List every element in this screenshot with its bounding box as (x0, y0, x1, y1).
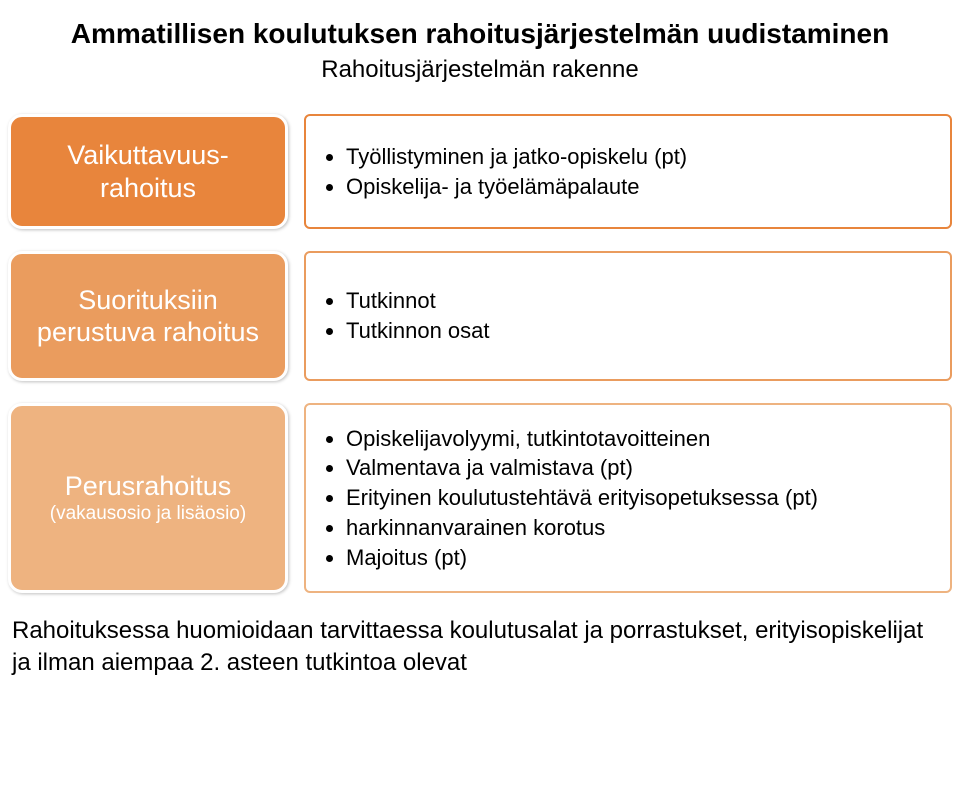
list-item: Valmentava ja valmistava (pt) (346, 453, 818, 483)
right-box-list: TutkinnotTutkinnon osat (336, 286, 490, 345)
page-subtitle: Rahoitusjärjestelmän rakenne (8, 56, 952, 84)
list-item: harkinnanvarainen korotus (346, 513, 818, 543)
page-title: Ammatillisen koulutuksen rahoitusjärjest… (8, 18, 952, 50)
footer-text: Rahoituksessa huomioidaan tarvittaessa k… (8, 615, 952, 680)
list-item: Opiskelija- ja työelämäpalaute (346, 172, 687, 202)
rows-container: Vaikuttavuus-rahoitus Työllistyminen ja j… (8, 114, 952, 593)
left-box: Suorituksiin perustuva rahoitus (8, 251, 288, 381)
left-box-label: Vaikuttavuus-rahoitus (67, 139, 229, 204)
right-box: Opiskelijavolyymi, tutkintotavoitteinenV… (304, 403, 952, 593)
diagram-row: Suorituksiin perustuva rahoitus Tutkinnot… (8, 251, 952, 381)
list-item: Tutkinnot (346, 286, 490, 316)
list-item: Majoitus (pt) (346, 543, 818, 573)
right-box-list: Työllistyminen ja jatko-opiskelu (pt)Opi… (336, 142, 687, 201)
left-box-sublabel: (vakausosio ja lisäosio) (50, 503, 246, 526)
left-box: Vaikuttavuus-rahoitus (8, 114, 288, 229)
diagram-row: Vaikuttavuus-rahoitus Työllistyminen ja j… (8, 114, 952, 229)
left-box-label: Perusrahoitus (65, 470, 232, 502)
left-box-label: Suorituksiin perustuva rahoitus (21, 284, 275, 349)
diagram-row: Perusrahoitus(vakausosio ja lisäosio) Opi… (8, 403, 952, 593)
right-box: Työllistyminen ja jatko-opiskelu (pt)Opi… (304, 114, 952, 229)
list-item: Opiskelijavolyymi, tutkintotavoitteinen (346, 424, 818, 454)
right-box: TutkinnotTutkinnon osat (304, 251, 952, 381)
list-item: Työllistyminen ja jatko-opiskelu (pt) (346, 142, 687, 172)
list-item: Erityinen koulutustehtävä erityisopetuks… (346, 483, 818, 513)
list-item: Tutkinnon osat (346, 316, 490, 346)
left-box: Perusrahoitus(vakausosio ja lisäosio) (8, 403, 288, 593)
right-box-list: Opiskelijavolyymi, tutkintotavoitteinenV… (336, 424, 818, 572)
